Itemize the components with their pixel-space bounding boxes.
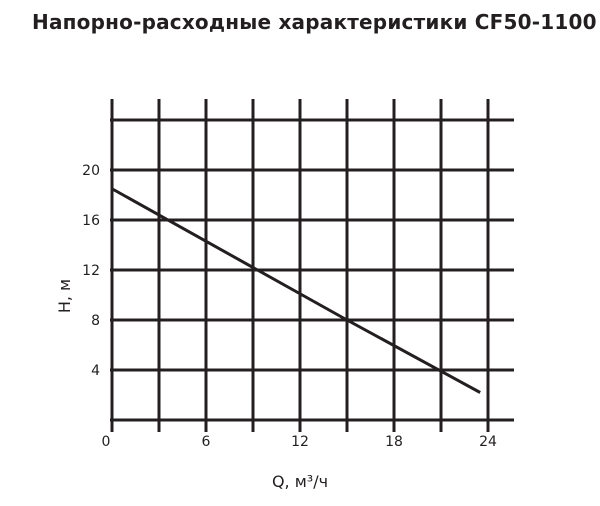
x-tick-label: 24 [479, 434, 497, 450]
chart-title: Напорно-расходные характеристики CF50-11… [32, 10, 597, 34]
y-axis-label: H, м [55, 279, 74, 313]
y-tick-label: 20 [82, 163, 100, 179]
y-tick-label: 16 [82, 213, 100, 229]
series-line [111, 187, 481, 394]
x-tick-label: 18 [385, 434, 403, 450]
x-tick-label: 6 [202, 434, 211, 450]
x-axis-label: Q, м³/ч [272, 472, 328, 491]
x-tick-label: 0 [102, 434, 111, 450]
x-tick-label: 12 [291, 434, 309, 450]
y-tick-label: 4 [91, 363, 100, 379]
y-tick-label: 8 [91, 313, 100, 329]
y-tick-label: 12 [82, 263, 100, 279]
